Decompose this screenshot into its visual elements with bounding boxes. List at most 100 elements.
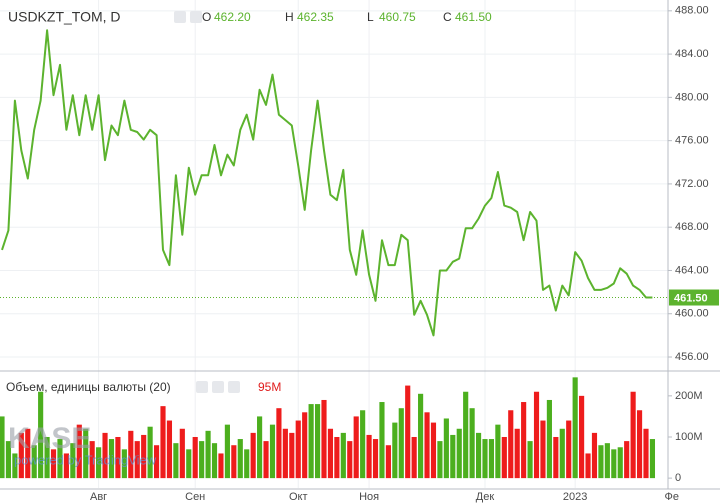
volume-bar (630, 391, 636, 479)
volume-bar (57, 439, 63, 479)
volume-bar (257, 416, 263, 479)
volume-bar (263, 441, 269, 479)
volume-bar (398, 408, 404, 479)
volume-bar (411, 436, 417, 479)
ohlc-name: L (367, 10, 374, 24)
volume-bar (83, 428, 89, 479)
watermark-logo: KASE (8, 422, 91, 455)
volume-bar (488, 439, 495, 479)
volume-bar (482, 439, 488, 479)
y-tick-label: 464.00 (675, 264, 709, 276)
volume-bar (450, 434, 456, 479)
y-tick-label: 460.00 (675, 308, 709, 320)
volume-bar (0, 416, 5, 479)
ohlc-name: O (202, 10, 211, 24)
x-tick-label: Ноя (359, 491, 379, 503)
volume-bar (276, 408, 282, 479)
volume-bar (437, 441, 443, 479)
x-tick-label: 2023 (563, 491, 587, 503)
volume-bar (108, 439, 115, 479)
x-tick-label: Дек (476, 491, 495, 503)
current-price-box (669, 289, 719, 306)
volume-bar (649, 439, 656, 479)
volume-bar (405, 385, 411, 479)
volume-bar (475, 432, 482, 479)
ohlc-name: C (443, 10, 452, 24)
button[interactable] (196, 381, 208, 393)
volume-bar (495, 424, 501, 479)
y-tick-label: 488.00 (675, 5, 709, 17)
volume-bar (546, 399, 552, 479)
button[interactable] (212, 381, 224, 393)
volume-bar (76, 424, 82, 479)
volume-bar (199, 441, 205, 479)
volume-bar (179, 428, 185, 479)
volume-bar (31, 445, 37, 479)
volume-bar (70, 443, 76, 479)
volume-bar (360, 410, 366, 479)
volume-bar (379, 402, 385, 479)
volume-bar (636, 410, 643, 479)
volume-bar (585, 453, 591, 479)
volume-bar (269, 424, 276, 479)
volume-bar (385, 445, 391, 479)
volume-bar (224, 424, 230, 479)
volume-bar (115, 436, 121, 479)
volume-bar (430, 422, 437, 479)
volume-bar (624, 441, 630, 479)
volume-bar (18, 432, 24, 479)
volume-bar (353, 416, 359, 479)
volume-bar (456, 428, 462, 479)
volume-bar (205, 430, 211, 479)
volume-bar (340, 432, 346, 479)
volume-bar (366, 434, 372, 479)
y-tick-label: 100M (675, 431, 703, 443)
volume-bar (218, 453, 224, 479)
volume-bar (527, 441, 533, 479)
volume-bar (443, 418, 449, 479)
ohlc-value: 462.35 (297, 10, 334, 24)
volume-bar (289, 432, 295, 479)
volume-bar (63, 453, 69, 479)
volume-bar (643, 428, 649, 479)
y-tick-label: 468.00 (675, 221, 709, 233)
volume-bar (553, 436, 559, 479)
volume-bar (147, 426, 153, 479)
current-price-label: 461.50 (674, 292, 708, 304)
volume-bar (282, 428, 288, 479)
volume-last-value: 95M (258, 380, 281, 394)
volume-bar (572, 377, 578, 479)
y-tick-label: 476.00 (675, 135, 709, 147)
ohlc-value: 461.50 (455, 10, 492, 24)
volume-bar (153, 445, 160, 479)
volume-bar (89, 441, 95, 479)
legend-buttons[interactable] (174, 11, 202, 23)
ohlc-value: 462.20 (214, 10, 251, 24)
volume-bar (501, 436, 507, 479)
volume-title: Объем, единицы валюты (20) (6, 380, 171, 394)
volume-bar (244, 449, 250, 479)
y-tick-label: 480.00 (675, 91, 709, 103)
volume-bar (372, 439, 379, 479)
volume-bar (250, 432, 256, 479)
watermark-text: powered by TradingView (14, 452, 157, 467)
volume-bar (327, 428, 334, 479)
button[interactable] (228, 381, 240, 393)
y-tick-label: 484.00 (675, 48, 709, 60)
volume-bar (321, 399, 327, 479)
price-line (1, 29, 653, 337)
volume-bar (424, 412, 430, 479)
volume-bar (392, 422, 398, 479)
x-tick-label: Окт (289, 491, 308, 503)
volume-bar (44, 436, 50, 479)
y-tick-label: 456.00 (675, 351, 709, 363)
volume-bar (12, 453, 18, 479)
volume-bar (302, 412, 308, 479)
volume-bar (521, 402, 527, 479)
button[interactable] (190, 11, 202, 23)
x-tick-label: Фе (665, 491, 679, 503)
volume-bar (237, 439, 243, 479)
volume-bar (469, 408, 475, 479)
button[interactable] (174, 11, 186, 23)
